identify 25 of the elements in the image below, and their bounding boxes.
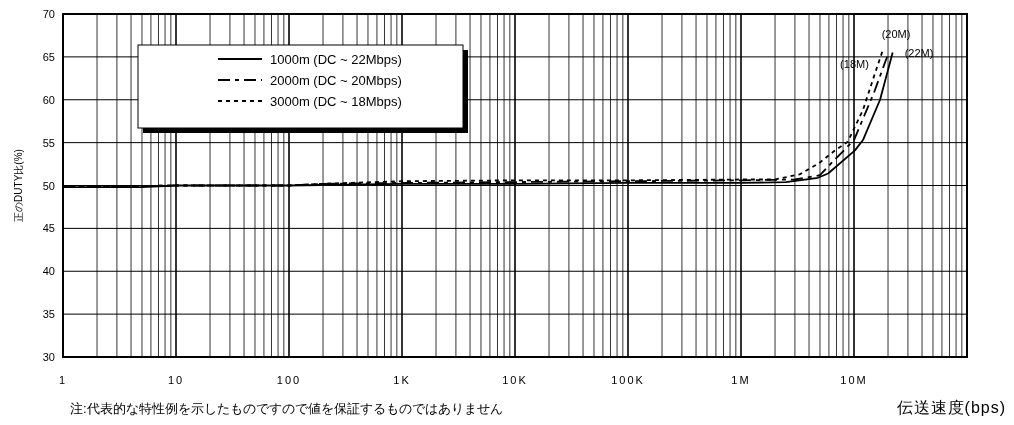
legend-label: 3000m (DC ~ 18Mbps): [270, 94, 402, 109]
x-tick-label: 10: [167, 374, 185, 386]
x-tick-label: 10M: [840, 374, 868, 386]
x-tick-label: 100: [276, 374, 302, 386]
x-tick-label: 1K: [393, 374, 411, 386]
x-axis-title: 伝送速度(bps): [896, 399, 1006, 416]
annotation: (20M): [881, 28, 911, 41]
y-tick-label: 65: [42, 50, 55, 63]
y-tick-label: 40: [42, 265, 55, 278]
legend-label: 2000m (DC ~ 20Mbps): [270, 73, 402, 88]
y-tick-label: 55: [42, 136, 55, 149]
y-axis-title: 正のDUTY比(%): [13, 149, 24, 222]
x-tick-label: 100K: [611, 374, 645, 386]
y-tick-label: 45: [42, 222, 55, 235]
annotation: (22M): [904, 46, 934, 59]
y-tick-label: 70: [42, 8, 55, 20]
y-tick-label: 50: [42, 179, 55, 192]
x-tick-label: 10K: [502, 374, 528, 386]
y-tick-label: 30: [42, 351, 55, 363]
x-tick-label: 1: [58, 374, 68, 386]
text: 注:代表的な特性例を示したものですので値を保証するものではありません: [70, 401, 503, 416]
legend-label: 1000m (DC ~ 22Mbps): [270, 52, 402, 67]
y-tick-label: 60: [42, 93, 55, 106]
x-tick-label: 1M: [731, 374, 751, 386]
y-tick-label: 35: [42, 308, 55, 321]
